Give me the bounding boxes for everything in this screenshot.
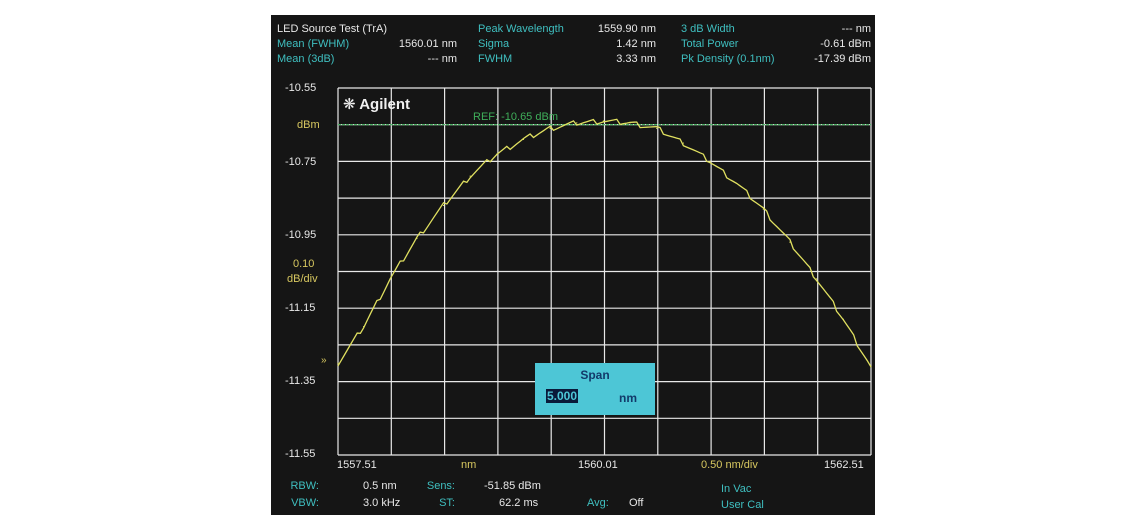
trace-point bbox=[416, 237, 418, 240]
trace-point bbox=[602, 120, 605, 122]
y-scale-unit: dB/div bbox=[287, 273, 318, 285]
mean-fwhm-value: 1560.01 nm bbox=[398, 38, 457, 50]
y-tick-label: -10.95 bbox=[285, 229, 317, 241]
rbw-value: 0.5 nm bbox=[363, 480, 397, 492]
pk-density-label: Pk Density (0.1nm) bbox=[681, 53, 775, 65]
3db-width-value: --- nm bbox=[841, 23, 871, 35]
total-power-value: -0.61 dBm bbox=[820, 38, 871, 50]
y-unit-label: dBm bbox=[297, 119, 320, 131]
trace-point bbox=[389, 278, 391, 280]
trace-point bbox=[496, 153, 498, 155]
agilent-spark-icon: ❋ bbox=[343, 96, 356, 113]
spectrum-trace bbox=[337, 118, 872, 368]
in-vac-label: In Vac bbox=[721, 483, 752, 495]
fwhm-label: FWHM bbox=[478, 53, 513, 65]
trace-point bbox=[522, 138, 525, 140]
span-input[interactable]: 5.000 bbox=[546, 389, 579, 403]
y-scale-value: 0.10 bbox=[293, 258, 315, 270]
span-dialog[interactable]: Span 5.000 nm bbox=[535, 363, 655, 415]
x-start-label: 1557.51 bbox=[337, 459, 377, 471]
agilent-logo: ❋ Agilent bbox=[343, 95, 410, 113]
fwhm-value: 3.33 nm bbox=[616, 53, 656, 65]
mean-fwhm-label: Mean (FWHM) bbox=[277, 38, 350, 50]
sigma-label: Sigma bbox=[478, 38, 510, 50]
vbw-value: 3.0 kHz bbox=[363, 497, 401, 509]
x-center-label: 1560.01 bbox=[578, 459, 618, 471]
mean-3db-value: --- nm bbox=[427, 53, 457, 65]
trace-point bbox=[362, 325, 365, 328]
trace-point bbox=[682, 142, 684, 144]
x-scale-label: 0.50 nm/div bbox=[701, 459, 758, 471]
trace-point bbox=[842, 318, 844, 320]
ref-marker-icon: » bbox=[321, 355, 327, 366]
osa-screen: LED Source Test (TrA) Mean (FWHM) 1560.0… bbox=[271, 15, 875, 515]
measurement-title: LED Source Test (TrA) bbox=[277, 23, 388, 35]
trace-point bbox=[870, 366, 872, 368]
rbw-label: RBW: bbox=[290, 480, 319, 492]
trace-point bbox=[629, 122, 631, 124]
ref-level-label: REF: -10.65 dBm bbox=[473, 111, 558, 123]
y-tick-label: -11.35 bbox=[285, 375, 316, 387]
peak-wavelength-label: Peak Wavelength bbox=[478, 23, 564, 35]
avg-value: Off bbox=[629, 497, 644, 509]
x-unit-label: nm bbox=[461, 459, 477, 471]
trace-point bbox=[576, 122, 578, 124]
st-label: ST: bbox=[439, 497, 455, 509]
trace-point bbox=[762, 208, 764, 210]
sens-value: -51.85 dBm bbox=[484, 480, 541, 492]
trace-point bbox=[709, 160, 711, 162]
y-tick-label: -11.55 bbox=[285, 448, 316, 460]
trace-point bbox=[656, 127, 658, 129]
y-tick-label: -11.15 bbox=[285, 302, 316, 314]
st-value: 62.2 ms bbox=[499, 497, 539, 509]
spectrum-plot bbox=[337, 87, 872, 456]
logo-text: Agilent bbox=[359, 96, 411, 113]
sens-label: Sens: bbox=[426, 480, 455, 492]
y-tick-label: -10.75 bbox=[285, 156, 317, 168]
trace-point bbox=[337, 362, 339, 364]
trace-point bbox=[549, 127, 551, 129]
user-cal-label: User Cal bbox=[721, 499, 764, 511]
trace-point bbox=[736, 182, 738, 185]
mean-3db-label: Mean (3dB) bbox=[277, 53, 335, 65]
sigma-value: 1.42 nm bbox=[616, 38, 656, 50]
trace-point bbox=[816, 278, 818, 280]
y-tick-label: -10.55 bbox=[285, 82, 317, 94]
3db-width-label: 3 dB Width bbox=[681, 23, 735, 35]
trace-point bbox=[789, 241, 791, 243]
peak-wavelength-value: 1559.90 nm bbox=[597, 23, 656, 35]
avg-label: Avg: bbox=[587, 497, 609, 509]
pk-density-value: -17.39 dBm bbox=[814, 53, 871, 65]
span-unit: nm bbox=[619, 391, 637, 405]
span-title: Span bbox=[580, 368, 610, 382]
trace-point bbox=[469, 175, 471, 177]
vbw-label: VBW: bbox=[291, 497, 319, 509]
total-power-label: Total Power bbox=[681, 38, 739, 50]
x-stop-label: 1562.51 bbox=[824, 459, 864, 471]
trace-point bbox=[442, 204, 445, 207]
